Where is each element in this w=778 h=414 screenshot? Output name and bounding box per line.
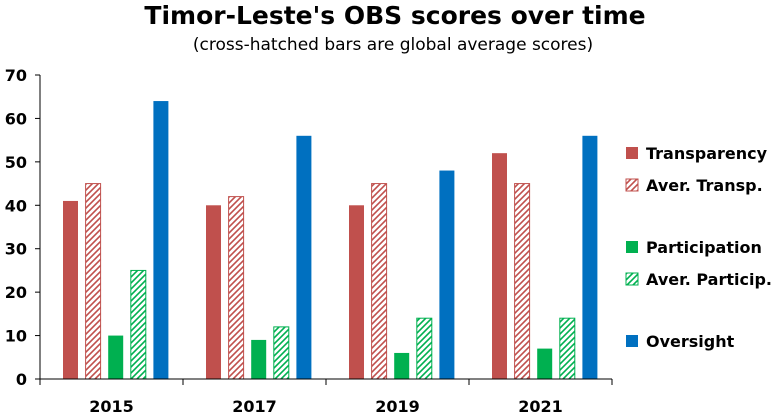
legend-swatch-aver-transp: [625, 178, 639, 192]
x-axis-ticks: 2015 2017 2019 2021: [39, 379, 613, 414]
x-tick-label-2017: 2017: [232, 397, 277, 414]
y-tick-label: 0: [16, 370, 27, 389]
y-tick-label: 10: [5, 327, 27, 346]
x-tick-label-2021: 2021: [518, 397, 563, 414]
bar-aver-transp-2015: [85, 183, 102, 380]
bar-aver-transp-2017: [228, 196, 245, 380]
y-tick-label: 50: [5, 153, 27, 172]
bar-aver-particip-2015: [130, 269, 147, 380]
legend-swatch-aver-particip: [625, 272, 639, 286]
legend-label: Aver. Transp.: [646, 176, 763, 195]
legend-label: Aver. Particip.: [646, 270, 772, 289]
y-tick-label: 40: [5, 196, 27, 215]
legend-swatch-oversight: [626, 335, 638, 347]
bar-aver-particip-2019: [416, 317, 433, 380]
y-tick-label: 60: [5, 109, 27, 128]
bar-oversight-2017: [296, 135, 312, 379]
bar-aver-particip-2021: [559, 317, 576, 380]
y-tick-label: 20: [5, 283, 27, 302]
x-tick-label-2015: 2015: [89, 397, 134, 414]
y-tick-label: 30: [5, 240, 27, 259]
bar-oversight-2015: [153, 101, 169, 380]
bars-group: [63, 101, 598, 380]
bar-aver-transp-2019: [371, 183, 388, 380]
bar-aver-particip-2017: [273, 326, 290, 380]
y-tick-label: 70: [5, 66, 27, 85]
bar-transparency-2015: [63, 200, 78, 379]
bar-aver-transp-2021: [514, 183, 531, 380]
legend-label: Oversight: [646, 332, 735, 351]
legend-label: Transparency: [646, 144, 768, 163]
bar-participation-2015: [108, 335, 124, 379]
y-axis-ticks: 0 10 20 30 40 50 60 70: [5, 66, 40, 389]
bar-participation-2021: [537, 348, 553, 379]
legend: Transparency Aver. Transp. Participation Av…: [625, 144, 772, 351]
x-tick-label-2019: 2019: [375, 397, 420, 414]
bar-transparency-2019: [349, 205, 364, 379]
bar-participation-2019: [394, 352, 410, 379]
chart-subtitle: (cross-hatched bars are global average s…: [193, 35, 593, 55]
bar-transparency-2021: [492, 153, 507, 379]
chart-title: Timor-Leste's OBS scores over time: [144, 1, 645, 30]
legend-swatch-transparency: [626, 147, 638, 159]
bar-transparency-2017: [206, 205, 221, 379]
bar-oversight-2019: [439, 170, 455, 379]
legend-label: Participation: [646, 238, 762, 257]
bar-oversight-2021: [582, 135, 598, 379]
legend-swatch-participation: [626, 241, 638, 253]
bar-participation-2017: [251, 339, 267, 379]
